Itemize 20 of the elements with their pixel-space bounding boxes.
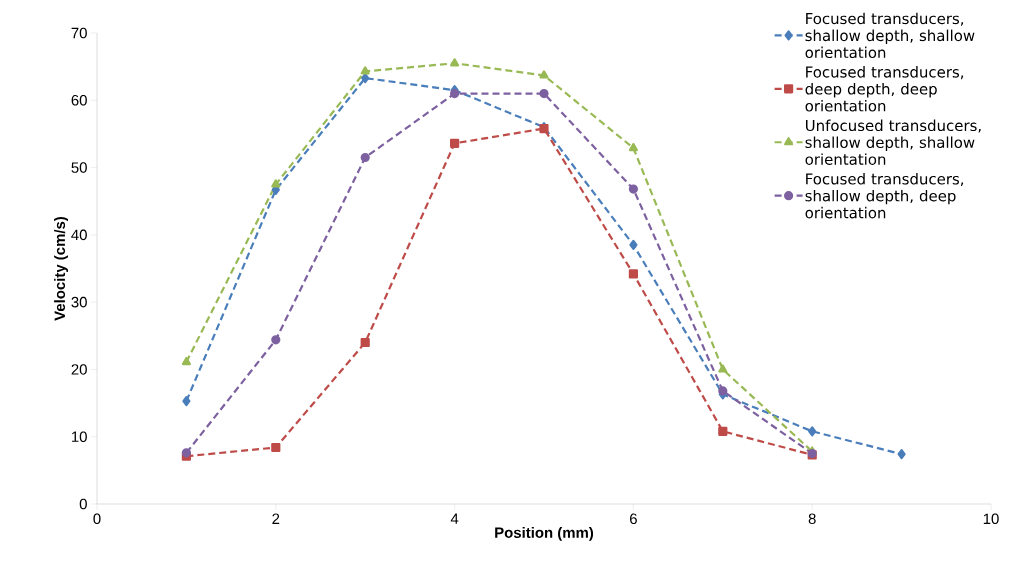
x-axis-title: Position (mm) (495, 526, 594, 541)
y-tick-label: 70 (71, 27, 87, 39)
y-axis-title: Velocity (cm/s) (54, 216, 69, 321)
y-tick-label: 0 (79, 498, 87, 510)
x-tick-label: 8 (808, 513, 816, 525)
x-tick-label: 4 (450, 513, 459, 524)
legend-label: Focused transducers, deep depth, deep orientation (805, 66, 964, 112)
legend-label: Focused transducers, shallow depth, deep orientation (805, 172, 964, 219)
y-tick-label: 50 (71, 162, 87, 173)
x-tick-label: 2 (272, 513, 280, 524)
x-tick-label: 6 (630, 513, 637, 525)
y-tick-label: 40 (71, 229, 87, 241)
x-tick-label: 10 (983, 513, 999, 525)
y-tick-label: 20 (71, 364, 87, 375)
y-tick-label: 30 (71, 296, 87, 308)
x-tick-label: 0 (93, 513, 101, 525)
legend-label: Focused transducers, shallow depth, shallow orientation (805, 12, 975, 59)
legend-label: Unfocused transducers, shallow depth, shallow orientation (805, 119, 981, 165)
y-tick-label: 10 (72, 431, 87, 442)
y-tick-label: 60 (71, 94, 87, 106)
